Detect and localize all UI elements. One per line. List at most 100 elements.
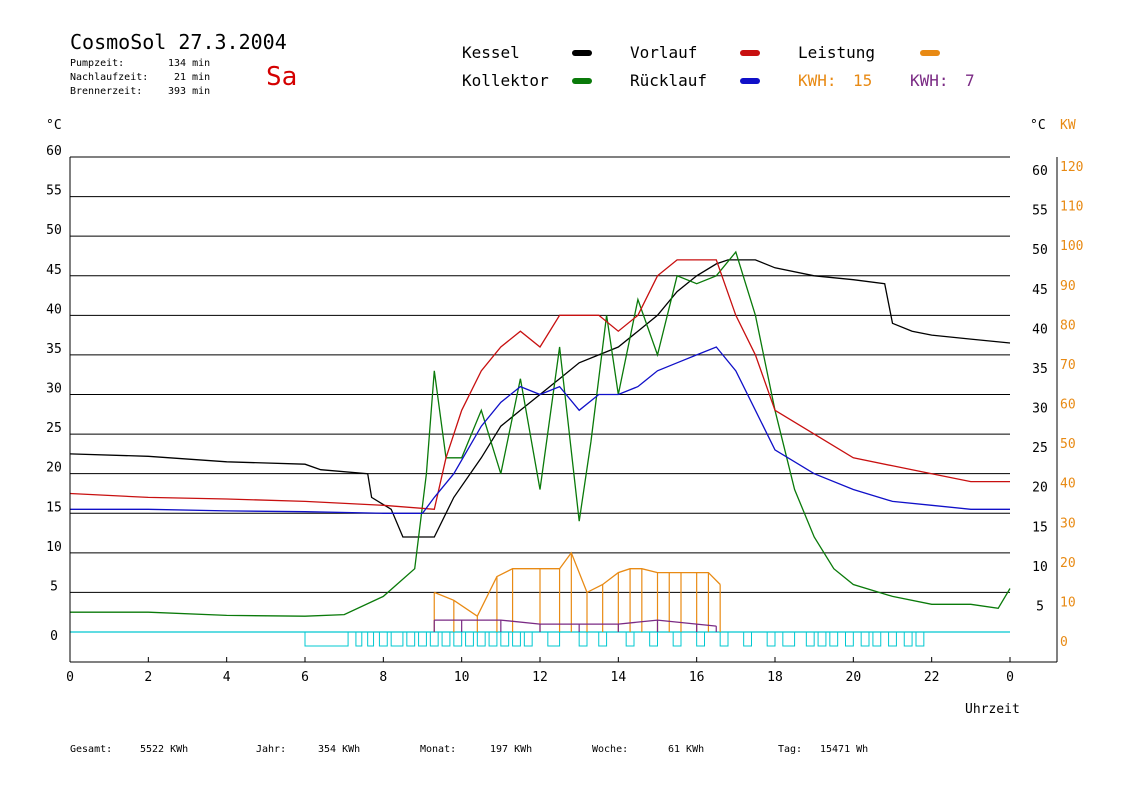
legend-kwh1-value: 15 bbox=[853, 71, 873, 90]
pump-block bbox=[476, 631, 486, 647]
pump-block bbox=[598, 631, 608, 647]
pump-block bbox=[672, 631, 682, 647]
pump-block bbox=[523, 631, 533, 647]
pump-block bbox=[578, 631, 588, 647]
legend-leistung-label: Leistung bbox=[798, 43, 876, 62]
x-tick-label: 16 bbox=[689, 670, 705, 685]
y-tick-label: 10 bbox=[46, 540, 62, 555]
footer-tag-label: Tag: bbox=[778, 744, 803, 755]
y-tick-label: 30 bbox=[46, 382, 62, 397]
y-right-tick-label: 25 bbox=[1032, 441, 1048, 456]
y-tick-label: 25 bbox=[46, 421, 62, 436]
footer-gesamt-label: Gesamt: bbox=[70, 744, 113, 755]
x-axis-label: Uhrzeit bbox=[965, 702, 1020, 717]
x-tick-label: 10 bbox=[454, 670, 470, 685]
kw-tick-label: 0 bbox=[1060, 635, 1068, 650]
pump-block bbox=[547, 631, 561, 647]
pump-block bbox=[817, 631, 827, 647]
pump-block bbox=[903, 631, 913, 647]
series-lines bbox=[69, 250, 1011, 632]
legend-kwh2-label: KWH: bbox=[910, 71, 949, 90]
pump-block bbox=[872, 631, 882, 647]
x-tick-label: 4 bbox=[223, 670, 231, 685]
footer-woche-label: Woche: bbox=[592, 744, 629, 755]
pump-block bbox=[367, 631, 375, 647]
pump-block bbox=[915, 631, 925, 647]
pump-block bbox=[418, 631, 427, 647]
y-right-tick-label: 40 bbox=[1032, 322, 1048, 337]
legend-leistung-swatch bbox=[920, 50, 940, 56]
pump-block bbox=[406, 631, 416, 647]
pump-block bbox=[453, 631, 463, 647]
y-right-tick-label: 35 bbox=[1032, 362, 1048, 377]
y-tick-label: 20 bbox=[46, 461, 62, 476]
footer-monat-value: 197 KWh bbox=[490, 744, 533, 755]
pump-block bbox=[378, 631, 388, 647]
legend-ruecklauf-swatch bbox=[740, 78, 760, 84]
pump-block bbox=[390, 631, 404, 647]
stat-label-pumpzeit: Pumpzeit: bbox=[70, 58, 125, 69]
pump-block bbox=[696, 631, 706, 647]
kw-axis-unit: KW bbox=[1060, 118, 1076, 133]
pump-block bbox=[766, 631, 776, 647]
y-tick-label: 50 bbox=[46, 223, 62, 238]
footer-monat-label: Monat: bbox=[420, 744, 457, 755]
kw-tick-label: 20 bbox=[1060, 556, 1076, 571]
kw-tick-label: 10 bbox=[1060, 595, 1076, 610]
y-right-tick-label: 55 bbox=[1032, 204, 1048, 219]
series-line-kwh bbox=[434, 619, 717, 627]
x-tick-label: 2 bbox=[144, 670, 152, 685]
y-tick-label: 0 bbox=[50, 629, 58, 644]
legend-kessel-label: Kessel bbox=[462, 43, 520, 62]
axes bbox=[69, 157, 1058, 663]
pump-block bbox=[805, 631, 815, 647]
pump-block bbox=[512, 631, 521, 647]
pump-block bbox=[829, 631, 839, 647]
y-right-tick-label: 60 bbox=[1032, 164, 1048, 179]
legend-vorlauf-label: Vorlauf bbox=[630, 43, 698, 62]
stat-label-brennerzeit: Brennerzeit: bbox=[70, 86, 143, 97]
weekday-label: Sa bbox=[266, 62, 298, 92]
kw-tick-label: 100 bbox=[1060, 239, 1083, 254]
pump-block bbox=[465, 631, 474, 647]
tick-labels: 0 2 4 6 8 10 12 14 16 18 20 22 005101520253035404550… bbox=[46, 144, 1083, 685]
y-right-tick-label: 15 bbox=[1032, 520, 1048, 535]
y-tick-label: 60 bbox=[46, 144, 62, 159]
pump-block bbox=[500, 631, 510, 647]
chart-title: CosmoSol 27.3.2004 bbox=[70, 30, 287, 54]
y-tick-label: 45 bbox=[46, 263, 62, 278]
y-right-tick-label: 50 bbox=[1032, 243, 1048, 258]
kw-tick-label: 120 bbox=[1060, 160, 1083, 175]
series-line-leistung bbox=[434, 551, 721, 618]
legend-vorlauf-swatch bbox=[740, 50, 760, 56]
footer-jahr-value: 354 KWh bbox=[318, 744, 361, 755]
left-axis-unit: °C bbox=[46, 118, 62, 133]
stat-label-nachlaufzeit: Nachlaufzeit: bbox=[70, 72, 149, 83]
pump-blocks bbox=[304, 631, 925, 647]
pump-block bbox=[355, 631, 363, 647]
y-tick-label: 55 bbox=[46, 184, 62, 199]
pump-block bbox=[888, 631, 897, 647]
footer-jahr-label: Jahr: bbox=[256, 744, 287, 755]
y-tick-label: 15 bbox=[46, 500, 62, 515]
pump-block bbox=[304, 631, 349, 647]
legend-kollektor-swatch bbox=[572, 78, 592, 84]
footer-woche-value: 61 KWh bbox=[668, 744, 705, 755]
y-right-tick-label: 30 bbox=[1032, 402, 1048, 417]
stat-value-pumpzeit: 134 min bbox=[168, 58, 211, 69]
pump-block bbox=[743, 631, 753, 647]
legend-kwh2-value: 7 bbox=[965, 71, 975, 90]
y-tick-label: 5 bbox=[50, 579, 58, 594]
series-line-kessel bbox=[69, 259, 1011, 538]
kw-tick-label: 70 bbox=[1060, 358, 1076, 373]
x-tick-label: 0 bbox=[1006, 670, 1014, 685]
pump-block bbox=[429, 631, 439, 647]
stat-value-nachlaufzeit: 21 min bbox=[174, 72, 211, 83]
pump-block bbox=[860, 631, 870, 647]
legend-kessel-swatch bbox=[572, 50, 592, 56]
x-tick-label: 20 bbox=[846, 670, 862, 685]
pump-block bbox=[488, 631, 498, 647]
legend-kwh1-label: KWH: bbox=[798, 71, 837, 90]
x-tick-label: 22 bbox=[924, 670, 940, 685]
